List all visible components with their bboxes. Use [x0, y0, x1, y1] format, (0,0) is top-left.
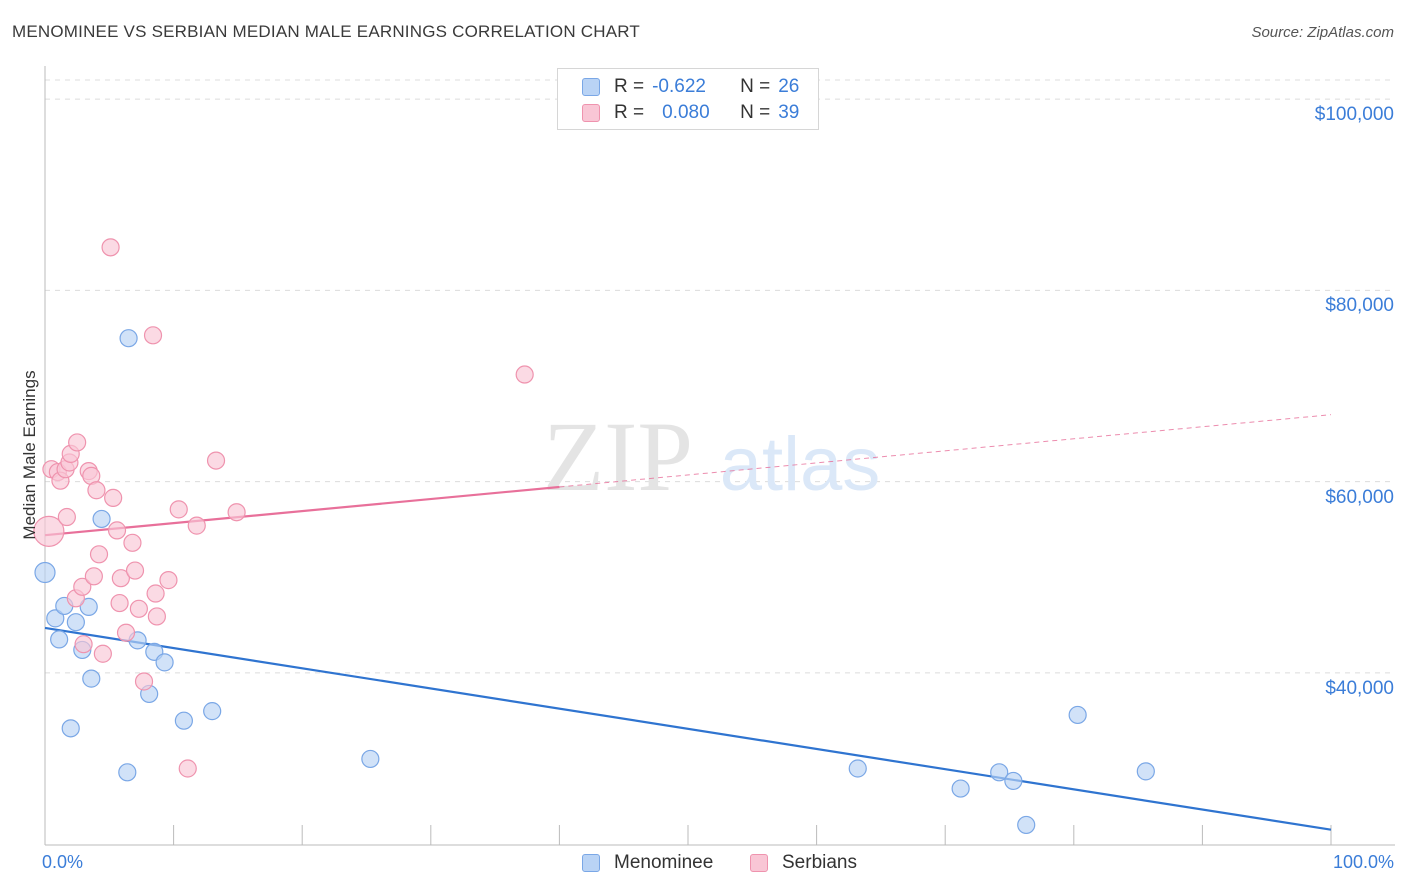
r-label: R =: [614, 102, 645, 123]
menominee-point: [848, 759, 867, 778]
menominee-swatch: [582, 78, 600, 96]
y-tick-label: $60,000: [1325, 486, 1394, 508]
serbians-point: [110, 593, 129, 613]
menominee-point: [79, 597, 98, 616]
serbians-point: [147, 607, 166, 626]
n-label: N =: [740, 102, 771, 123]
serbians-point: [159, 571, 178, 590]
menominee-point: [34, 561, 56, 584]
serbians-point: [87, 481, 106, 500]
serbians-point: [111, 569, 130, 588]
legend-item-serbians[interactable]: Serbians: [750, 852, 857, 874]
menominee-point: [1004, 771, 1023, 791]
serbians-point: [143, 326, 163, 345]
menominee-point: [50, 630, 69, 649]
serbians-trend-line: [44, 485, 560, 537]
serbians-point: [169, 500, 188, 519]
serbians-swatch: [582, 104, 600, 122]
menominee-point: [66, 613, 85, 632]
axes: [44, 66, 1395, 846]
serbians-point: [33, 515, 65, 547]
serbians-point: [134, 672, 154, 691]
legend-label-serbians: Serbians: [782, 852, 857, 873]
menominee-point: [1136, 762, 1155, 781]
menominee-point: [174, 711, 193, 730]
stats-legend: R = -0.622 N = 26 R = 0.080 N = 39: [557, 68, 819, 130]
n-label: N =: [740, 76, 771, 97]
y-axis-label: Median Male Earnings: [20, 370, 39, 540]
watermark-atlas: atlas: [720, 422, 881, 507]
x-tick-label-max: 100.0%: [1332, 852, 1394, 872]
y-tick-label: $100,000: [1314, 104, 1394, 126]
menominee-point: [1068, 705, 1087, 725]
menominee-point: [361, 749, 380, 769]
watermark-zip: ZIP: [543, 401, 693, 512]
r-value: -0.622: [652, 76, 706, 97]
serbians-point: [123, 533, 142, 552]
serbians-point: [125, 561, 145, 580]
serbians-point: [178, 759, 197, 778]
serbians-point: [57, 507, 76, 527]
legend-row-serbians: R = 0.080 N = 39: [582, 100, 799, 126]
serbians-point: [515, 365, 534, 384]
legend-label-menominee: Menominee: [614, 852, 714, 873]
x-tick-label-min: 0.0%: [42, 852, 84, 872]
n-value: 39: [778, 102, 800, 123]
gridlines: [45, 79, 1395, 674]
legend-row-menominee: R = -0.622 N = 26: [582, 74, 799, 100]
serbians-point: [74, 635, 93, 654]
menominee-point: [92, 509, 111, 529]
data-points: [33, 238, 1155, 835]
menominee-point: [61, 719, 80, 738]
serbians-point: [227, 503, 246, 522]
watermark: ZIP atlas: [543, 401, 880, 512]
serbians-point: [101, 238, 120, 257]
y-tick-label: $80,000: [1325, 295, 1394, 317]
serbians-point: [84, 567, 103, 586]
menominee-point: [203, 702, 222, 721]
serbians-point: [93, 644, 112, 663]
serbians-point: [129, 599, 148, 618]
menominee-point: [46, 609, 65, 628]
r-label: R =: [614, 76, 645, 97]
serbians-point: [107, 521, 127, 540]
serbians-point: [187, 516, 206, 535]
serbians-point: [104, 488, 123, 507]
menominee-point: [82, 669, 101, 688]
serbians-point: [68, 433, 87, 452]
menominee-point: [155, 653, 174, 672]
serbians-point: [73, 577, 92, 596]
menominee-point: [1017, 815, 1036, 835]
serbians-trend-line-extrapolated: [559, 414, 1332, 488]
menominee-point: [119, 329, 138, 348]
trend-lines: [44, 414, 1332, 831]
serbians-swatch: [750, 854, 768, 872]
menominee-swatch: [582, 854, 600, 872]
menominee-point: [990, 763, 1009, 782]
chart-title: MENOMINEE VS SERBIAN MEDIAN MALE EARNING…: [12, 22, 640, 41]
n-value: 26: [778, 76, 800, 97]
y-tick-label: $40,000: [1325, 677, 1394, 699]
serbians-point: [206, 451, 226, 470]
r-value: 0.080: [662, 102, 710, 123]
menominee-trend-line: [44, 626, 1332, 831]
menominee-point: [118, 763, 137, 782]
series-legend: Menominee Serbians: [0, 852, 1406, 878]
menominee-point: [951, 779, 970, 798]
serbians-point: [116, 623, 136, 642]
serbians-point: [89, 545, 109, 564]
legend-item-menominee[interactable]: Menominee: [582, 852, 713, 874]
source-label: Source: ZipAtlas.com: [1251, 24, 1394, 41]
serbians-point: [146, 584, 165, 603]
